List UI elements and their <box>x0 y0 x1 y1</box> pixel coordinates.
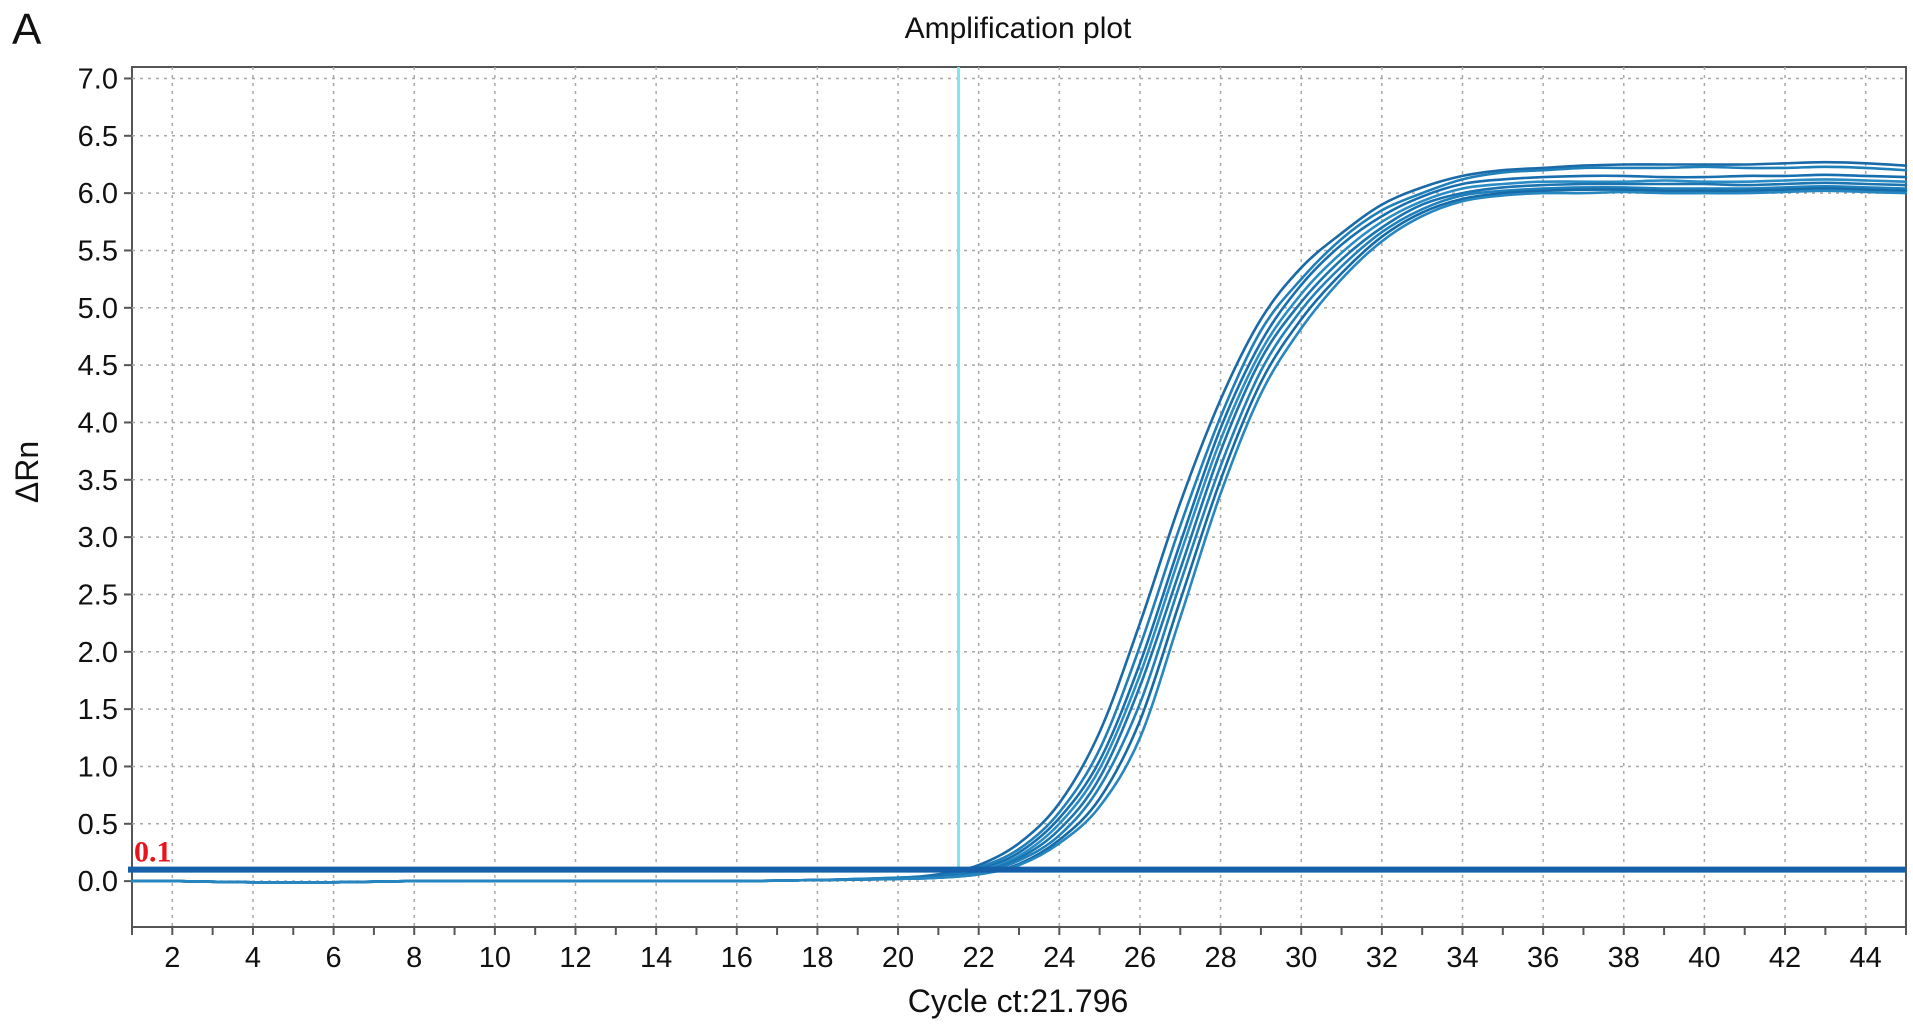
x-axis-label: Cycle ct:21.796 <box>908 983 1129 1019</box>
y-tick-label: 3.0 <box>78 522 118 554</box>
x-tick-label: 16 <box>721 942 753 974</box>
chart-title: Amplification plot <box>905 12 1132 45</box>
x-tick-label: 26 <box>1124 942 1156 974</box>
amplification-curve <box>130 189 1908 884</box>
x-tick-label: 30 <box>1285 942 1317 974</box>
x-tick-label: 34 <box>1446 942 1478 974</box>
y-tick-label: 1.0 <box>78 751 118 783</box>
x-tick-label: 6 <box>326 942 342 974</box>
x-tick-label: 24 <box>1043 942 1075 974</box>
y-tick-label: 0.0 <box>78 866 118 898</box>
y-tick-label: 4.0 <box>78 407 118 439</box>
y-tick-label: 0.5 <box>78 809 118 841</box>
y-tick-label: 7.0 <box>78 63 118 95</box>
y-tick-label: 5.0 <box>78 293 118 325</box>
x-tick-label: 10 <box>479 942 511 974</box>
x-tick-label: 28 <box>1204 942 1236 974</box>
x-tick-label: 8 <box>406 942 422 974</box>
y-tick-label: 2.0 <box>78 637 118 669</box>
y-tick-label: 5.5 <box>78 235 118 267</box>
x-tick-label: 40 <box>1688 942 1720 974</box>
x-axis-ticks: 2 4 6 8 10 12 14 16 18 20 22 24 26 28 30 32 34 36 38 40 42 44 <box>131 927 1907 974</box>
x-tick-label: 18 <box>801 942 833 974</box>
x-tick-label: 20 <box>882 942 914 974</box>
y-axis-label: ΔRn <box>9 441 45 503</box>
y-tick-label: 3.5 <box>78 465 118 497</box>
x-tick-label: 4 <box>245 942 261 974</box>
x-tick-label: 22 <box>963 942 995 974</box>
y-tick-label: 4.5 <box>78 350 118 382</box>
y-tick-label: 1.5 <box>78 694 118 726</box>
y-tick-label: 6.5 <box>78 121 118 153</box>
series-layer <box>130 160 1908 884</box>
x-tick-label: 2 <box>164 942 180 974</box>
y-tick-label: 6.0 <box>78 178 118 210</box>
panel-label: A <box>12 5 42 54</box>
x-tick-label: 42 <box>1769 942 1801 974</box>
x-tick-label: 32 <box>1366 942 1398 974</box>
x-tick-label: 36 <box>1527 942 1559 974</box>
y-axis-ticks: 0.0 0.5 1.0 1.5 2.0 2.5 3.0 3.5 4.0 4.5 5.0 5.5 6.0 6… <box>78 63 132 898</box>
x-tick-label: 14 <box>640 942 672 974</box>
x-tick-label: 44 <box>1850 942 1882 974</box>
x-tick-label: 38 <box>1608 942 1640 974</box>
y-tick-label: 2.5 <box>78 579 118 611</box>
threshold-label: 0.1 <box>134 836 172 869</box>
x-tick-label: 12 <box>559 942 591 974</box>
plot-frame <box>131 66 1907 928</box>
